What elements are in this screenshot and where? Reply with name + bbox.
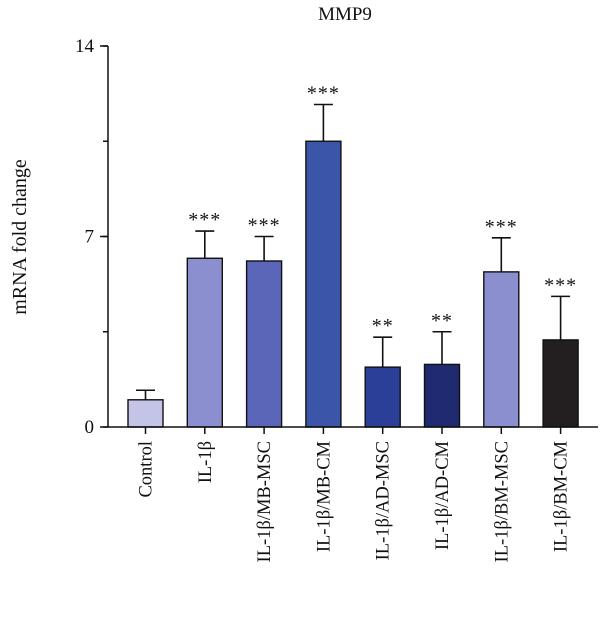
bar (483, 271, 520, 428)
x-tick-label: IL-1β/MB-MSC (255, 441, 275, 562)
y-ticks-layer: 0 7 14 (75, 36, 108, 438)
bar (305, 140, 342, 428)
x-tick-label: Control (137, 441, 157, 498)
significance-label: ** (372, 315, 394, 337)
significance-label: *** (188, 209, 221, 231)
bar (245, 260, 283, 428)
x-ticks-layer: Control IL-1β IL-1β/MB-MSC IL-1β/MB-CM IL-1β… (137, 427, 572, 562)
x-tick-label: IL-1β/MB-CM (314, 441, 334, 552)
x-tick-label: IL-1β/BM-MSC (492, 441, 512, 562)
chart-title: MMP9 (318, 4, 372, 25)
x-tick-label: IL-1β/AD-MSC (374, 441, 394, 560)
bar (127, 399, 164, 428)
error-bars-layer (136, 103, 571, 400)
significance-label: ** (431, 310, 453, 332)
significance-label: *** (544, 274, 577, 296)
y-tick-label: 14 (75, 36, 95, 57)
significance-label: *** (248, 215, 281, 237)
y-tick-label: 7 (85, 227, 95, 248)
significance-label: *** (485, 216, 518, 238)
y-tick-label: 0 (85, 417, 95, 438)
bar (186, 257, 224, 428)
bar (423, 363, 461, 428)
significance-layer: *** ******** ******** (188, 83, 577, 338)
x-tick-label: IL-1β/AD-CM (433, 441, 453, 550)
bars-layer (127, 140, 579, 428)
bar (542, 339, 579, 428)
y-axis-label: mRNA fold change (9, 159, 31, 315)
x-tick-label: IL-1β/BM-CM (552, 441, 572, 552)
significance-label: *** (307, 83, 340, 105)
x-tick-label: IL-1β (196, 441, 216, 483)
bar (364, 366, 401, 428)
